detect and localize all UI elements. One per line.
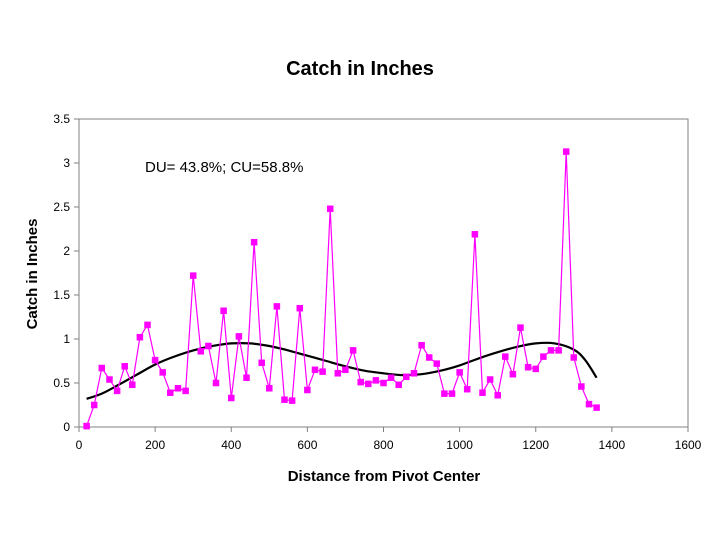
- x-tick-label: 800: [373, 438, 393, 452]
- data-point: [395, 381, 402, 389]
- data-point: [136, 333, 144, 341]
- x-tick-label: 0: [76, 438, 83, 452]
- data-point: [463, 385, 471, 393]
- data-point: [319, 368, 326, 375]
- data-point: [189, 272, 197, 279]
- y-tick-label: 3: [63, 156, 70, 170]
- data-point: [441, 390, 448, 397]
- x-tick-label: 200: [145, 438, 165, 452]
- data-point: [502, 353, 509, 360]
- data-point: [258, 359, 265, 367]
- data-point: [387, 374, 395, 381]
- data-point: [494, 392, 501, 399]
- data-point: [433, 360, 441, 367]
- data-point: [205, 342, 212, 350]
- data-point: [509, 370, 517, 378]
- data-point: [517, 324, 524, 331]
- data-point: [357, 378, 364, 386]
- y-tick-label: 2.5: [53, 200, 70, 214]
- data-point: [220, 307, 227, 315]
- data-point: [372, 377, 380, 384]
- y-tick-label: 0: [63, 420, 70, 434]
- data-point: [228, 394, 235, 402]
- data-point: [144, 321, 151, 329]
- data-point: [296, 304, 304, 312]
- data-point: [403, 373, 410, 381]
- data-point: [304, 386, 311, 394]
- data-point: [129, 381, 136, 389]
- data-point: [486, 376, 494, 383]
- x-tick-label: 1000: [446, 438, 473, 452]
- x-tick-label: 1600: [675, 438, 702, 452]
- chart-title: Catch in Inches: [286, 58, 434, 80]
- data-point: [212, 379, 220, 387]
- data-point: [281, 396, 288, 403]
- data-point: [547, 347, 555, 354]
- data-point: [83, 422, 90, 430]
- data-point: [479, 389, 486, 396]
- uniformity-annotation: DU= 43.8%; CU=58.8%: [145, 159, 303, 176]
- data-point: [174, 385, 182, 392]
- data-point: [326, 205, 334, 213]
- data-point: [540, 353, 547, 360]
- data-point: [98, 364, 106, 372]
- y-axis-label: Catch in Inches: [24, 219, 41, 330]
- y-tick-label: 2: [63, 244, 70, 258]
- data-point: [448, 390, 456, 397]
- data-point: [121, 363, 128, 370]
- x-tick-label: 600: [297, 438, 317, 452]
- data-point: [342, 366, 349, 374]
- data-point: [349, 347, 357, 354]
- data-point: [410, 370, 418, 377]
- data-point: [311, 366, 319, 374]
- axes: 0 200 400 600 800 1000 1200 1400 1600 0 0.5 1 1.5 2 2.…: [53, 112, 701, 452]
- data-point: [418, 341, 425, 349]
- x-tick-label: 400: [221, 438, 241, 452]
- data-point: [593, 404, 600, 411]
- trendline: [86, 341, 598, 400]
- data-point: [585, 400, 593, 408]
- y-tick-label: 0.5: [53, 376, 70, 390]
- data-point: [288, 397, 296, 404]
- series-line: [86, 151, 597, 427]
- data-point: [235, 333, 243, 340]
- trendline-group: [86, 341, 598, 400]
- data-point: [182, 387, 189, 395]
- x-tick-label: 1200: [522, 438, 549, 452]
- data-point: [456, 369, 463, 376]
- data-point: [197, 348, 205, 355]
- data-point: [334, 370, 342, 377]
- data-point: [365, 380, 372, 388]
- data-point: [151, 356, 159, 364]
- data-point: [524, 363, 532, 371]
- data-point: [266, 385, 273, 392]
- x-axis-label: Distance from Pivot Center: [288, 468, 481, 485]
- data-point: [250, 238, 258, 246]
- data-point: [90, 401, 98, 409]
- data-point: [471, 231, 479, 238]
- data-point: [273, 303, 281, 310]
- data-point: [570, 354, 578, 361]
- data-point: [578, 383, 585, 390]
- data-point: [159, 369, 166, 376]
- data-point: [555, 347, 562, 354]
- series-group: [83, 148, 600, 430]
- data-point: [243, 374, 250, 381]
- data-point: [106, 376, 113, 383]
- data-point: [380, 379, 387, 387]
- data-point: [562, 148, 570, 155]
- y-tick-label: 3.5: [53, 112, 70, 126]
- y-tick-label: 1: [63, 332, 70, 346]
- data-point: [425, 354, 433, 361]
- x-tick-label: 1400: [599, 438, 626, 452]
- y-tick-label: 1.5: [53, 288, 70, 302]
- data-point: [167, 389, 174, 396]
- data-point: [113, 387, 121, 395]
- data-point: [532, 365, 540, 373]
